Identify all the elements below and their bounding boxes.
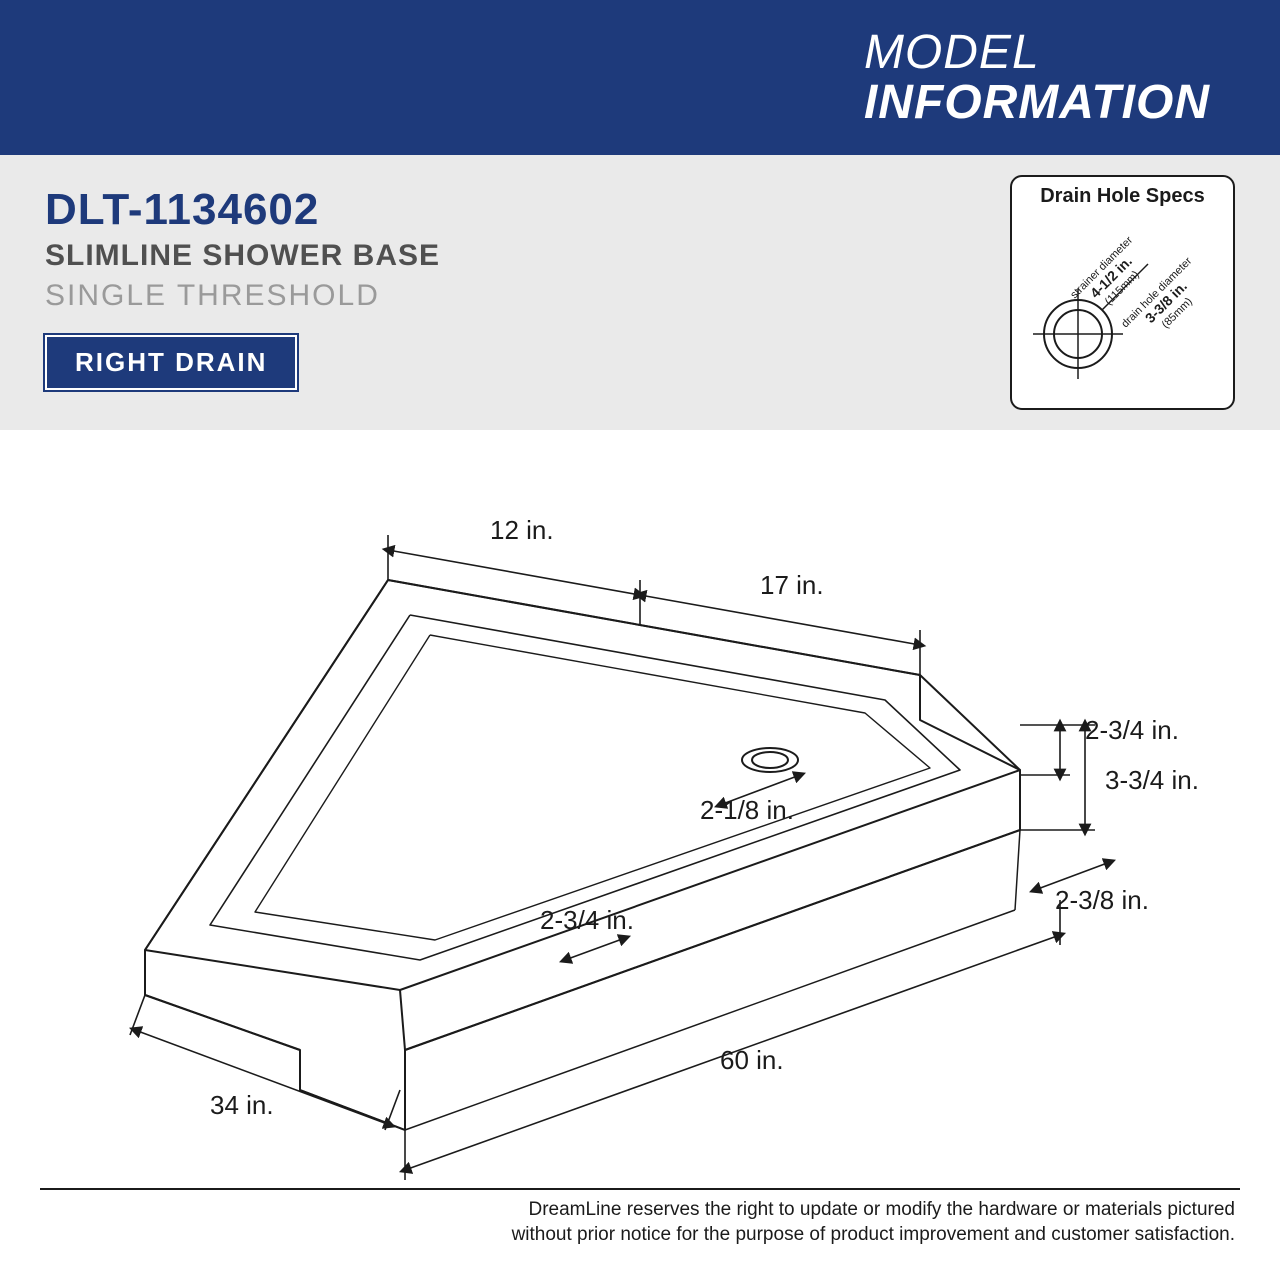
shower-base-svg (0, 430, 1280, 1190)
technical-diagram: 12 in. 17 in. 2-1/8 in. 2-3/4 in. 3-3/4 … (0, 430, 1280, 1190)
footer-line1: DreamLine reserves the right to update o… (528, 1199, 1235, 1220)
header-line1: MODEL (864, 28, 1210, 78)
drain-position-badge: RIGHT DRAIN (45, 335, 297, 390)
dim-12in: 12 in. (490, 515, 554, 546)
dim-60in: 60 in. (720, 1045, 784, 1076)
header-title: MODEL INFORMATION (864, 28, 1210, 129)
dim-17in: 17 in. (760, 570, 824, 601)
footer-line2: without prior notice for the purpose of … (512, 1224, 1235, 1245)
dim-34in: 34 in. (210, 1090, 274, 1121)
dim-2-3-8: 2-3/8 in. (1055, 885, 1149, 916)
footer-disclaimer: DreamLine reserves the right to update o… (512, 1197, 1235, 1248)
footer-rule (40, 1188, 1240, 1190)
drain-hole-specs-box: Drain Hole Specs strainer diameter 4-1/2… (1010, 175, 1235, 410)
drain-specs-diagram: strainer diameter 4-1/2 in. (115mm) drai… (1018, 214, 1228, 404)
dim-3-3-4: 3-3/4 in. (1105, 765, 1199, 796)
info-strip: DLT-1134602 SLIMLINE SHOWER BASE SINGLE … (0, 155, 1280, 430)
dim-2-3-4f: 2-3/4 in. (540, 905, 634, 936)
header-line2: INFORMATION (864, 78, 1210, 128)
drain-specs-title: Drain Hole Specs (1012, 185, 1233, 208)
dim-2-3-4h: 2-3/4 in. (1085, 715, 1179, 746)
dim-2-1-8: 2-1/8 in. (700, 795, 794, 826)
header-bar: MODEL INFORMATION (0, 0, 1280, 155)
